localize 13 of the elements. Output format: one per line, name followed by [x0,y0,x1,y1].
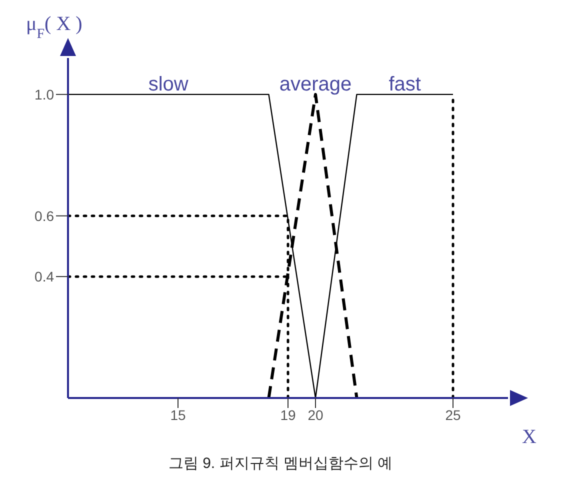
series-label: slow [148,73,189,96]
x-tick-label: 25 [445,406,461,423]
series-label: average [279,73,352,96]
x-tick-label: 15 [170,406,186,423]
series-label: fast [388,73,422,96]
y-tick-label: 0.6 [34,208,54,224]
y-tick-label: 1.0 [34,86,54,102]
x-tick-label: 19 [280,406,296,423]
x-axis-title: X [522,426,537,448]
caption: 그림 9. 퍼지규칙 멤버십함수의 예 [167,454,394,473]
y-axis-title: μ$_{F}$( X ) [26,13,82,42]
y-tick-label: 0.4 [34,268,54,285]
x-tick-label: 20 [308,406,324,423]
